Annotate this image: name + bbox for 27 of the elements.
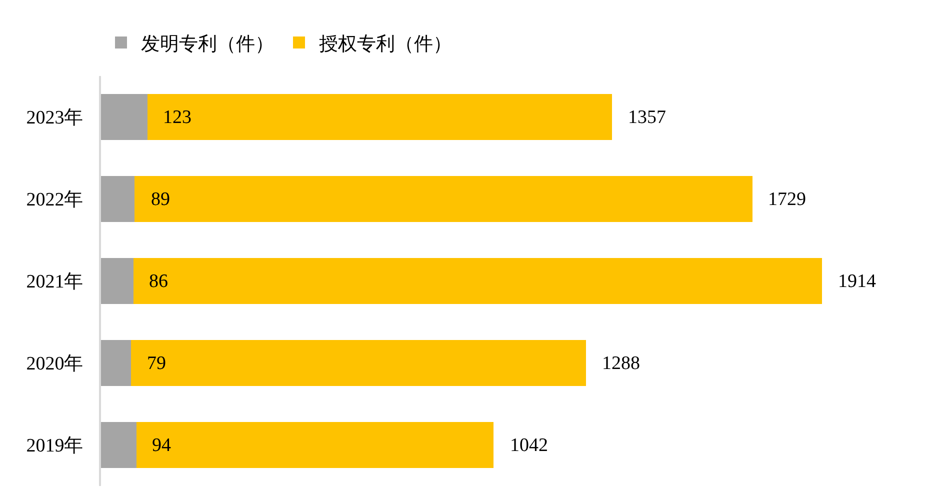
bar [101, 258, 134, 304]
bar [130, 340, 586, 386]
bar [101, 422, 136, 468]
bar [134, 176, 752, 222]
bar [101, 340, 131, 386]
y-tick-label: 2020年 [26, 354, 84, 375]
data-label: 123 [163, 107, 192, 128]
legend-label: 发明专利（件） [141, 34, 274, 55]
total-label: 1914 [838, 271, 876, 292]
data-label: 89 [151, 189, 170, 210]
legend-label: 授权专利（件） [319, 34, 452, 55]
bar [147, 94, 612, 140]
bar [101, 176, 135, 222]
total-label: 1042 [510, 435, 548, 456]
total-label: 1357 [628, 107, 666, 128]
y-tick-label: 2023年 [26, 108, 84, 129]
total-label: 1288 [602, 353, 640, 374]
total-label: 1729 [768, 189, 806, 210]
data-label: 86 [149, 271, 168, 292]
data-label: 79 [147, 353, 166, 374]
bar [101, 94, 148, 140]
data-label: 94 [152, 435, 172, 456]
bar [136, 422, 494, 468]
y-tick-label: 2019年 [26, 436, 84, 457]
y-tick-label: 2022年 [26, 190, 84, 211]
bar [133, 258, 822, 304]
y-tick-label: 2021年 [26, 272, 84, 293]
